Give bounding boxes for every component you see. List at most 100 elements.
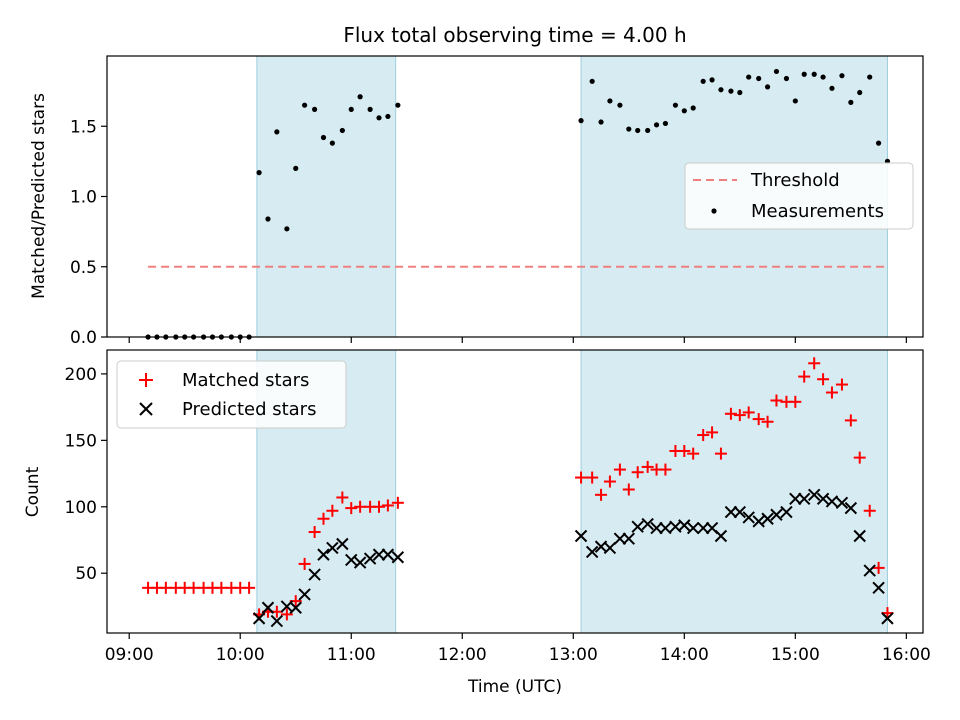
predicted-star-point xyxy=(317,548,330,561)
matched-star-point xyxy=(742,406,755,419)
top-legend: Threshold Measurements xyxy=(684,162,914,230)
matched-star-point xyxy=(575,471,588,484)
predicted-star-point xyxy=(336,537,349,551)
measurement-point xyxy=(385,113,391,120)
matched-star-point xyxy=(853,451,866,464)
matched-star-point xyxy=(613,463,626,476)
predicted-star-point xyxy=(252,612,266,625)
predicted-star-point xyxy=(844,501,858,515)
measurement-point xyxy=(737,89,743,96)
predicted-star-point xyxy=(714,529,728,543)
matched-star-point xyxy=(298,557,311,570)
chart-title: Flux total observing time = 4.00 h xyxy=(343,23,686,47)
measurement-point xyxy=(320,134,327,141)
top-ytick-label: 0.5 xyxy=(70,258,97,278)
measurement-point xyxy=(274,129,280,135)
matched-star-point xyxy=(761,415,774,428)
threshold-legend-label: Threshold xyxy=(750,170,840,191)
matched-star-point xyxy=(724,407,737,420)
matched-star-point xyxy=(631,466,644,479)
predicted-star-point xyxy=(613,532,627,545)
predicted-star-point xyxy=(798,492,811,506)
predicted-star-point xyxy=(863,564,876,577)
measurement-point xyxy=(728,88,734,94)
bottom-y-ticks: 50 100 150 200 xyxy=(65,365,107,584)
matched-star-point xyxy=(808,357,821,370)
predicted-star-point xyxy=(574,529,588,543)
measurement-point xyxy=(339,127,345,134)
measurement-point xyxy=(293,165,299,171)
measurement-point xyxy=(700,78,706,84)
matched-star-point xyxy=(844,414,857,427)
measurement-point xyxy=(626,126,632,132)
matched-star-point xyxy=(641,460,654,473)
measurement-point xyxy=(875,140,882,146)
predicted-star-point xyxy=(585,545,599,559)
predicted-star-point xyxy=(807,488,821,502)
matched-star-point xyxy=(714,447,727,460)
measurement-point xyxy=(265,216,271,222)
predicted-star-point xyxy=(770,508,783,521)
bottom-ytick-label: 200 xyxy=(65,365,97,385)
matched-legend-label: Matched stars xyxy=(182,370,309,391)
matched-star-point xyxy=(603,475,616,488)
measurement-point xyxy=(395,102,401,108)
matched-star-point xyxy=(345,502,358,515)
matched-legend-swatch xyxy=(139,373,153,387)
top-ytick-label: 0.0 xyxy=(70,328,97,348)
bottom-axes-frame xyxy=(106,349,924,634)
predicted-star-point xyxy=(659,521,672,535)
predicted-star-point xyxy=(326,541,339,555)
measurement-point xyxy=(578,118,584,124)
bottom-shaded-intervals xyxy=(256,349,888,634)
bottom-legend-box xyxy=(116,360,347,429)
matched-star-point xyxy=(697,429,710,442)
predicted-star-point xyxy=(308,568,321,581)
measurement-point xyxy=(329,140,335,146)
predicted-star-point xyxy=(881,612,894,625)
matched-star-point xyxy=(280,608,293,621)
matched-star-point xyxy=(336,491,349,504)
matched-star-point xyxy=(752,413,765,426)
bottom-ytick-label: 50 xyxy=(75,564,97,584)
predicted-star-point xyxy=(853,529,866,543)
top-ytick-label: 1.5 xyxy=(70,117,97,137)
predicted-star-point xyxy=(372,548,386,561)
measurement-point xyxy=(681,108,687,114)
predicted-star-point xyxy=(686,521,700,535)
measurement-point xyxy=(256,170,262,176)
matched-star-point xyxy=(733,409,746,422)
predicted-star-point xyxy=(825,495,839,508)
predicted-star-point xyxy=(363,552,377,565)
measurement-point xyxy=(792,98,798,104)
xtick-label: 13:00 xyxy=(549,645,598,665)
measurement-point xyxy=(367,106,373,112)
predicted-star-point xyxy=(678,519,691,532)
bottom-x-ticks: 09:00 10:00 11:00 12:00 13:00 14:00 15:00 16:00 xyxy=(105,633,931,665)
predicted-stars-layer xyxy=(252,488,894,628)
measurement-point xyxy=(672,102,679,108)
measurement-point xyxy=(756,75,762,82)
measurement-point xyxy=(662,120,669,127)
measurements-layer xyxy=(145,68,891,340)
matched-star-point xyxy=(798,370,811,383)
bottom-ytick-label: 150 xyxy=(65,431,97,451)
measurement-point xyxy=(589,78,595,84)
measurement-point xyxy=(839,73,845,79)
predicted-star-point xyxy=(816,492,830,506)
xtick-label: 09:00 xyxy=(105,645,154,665)
top-panel: 0.0 0.5 1.0 1.5 Matched/Predicted stars Thr… xyxy=(29,55,924,348)
measurement-point xyxy=(617,102,623,108)
bottom-panel: 50 100 150 200 09:00 10:00 11:00 12:00 13:00 14:… xyxy=(23,349,931,697)
predicted-legend-swatch xyxy=(139,402,153,416)
top-y-axis-label: Matched/Predicted stars xyxy=(29,93,49,299)
matched-stars-layer xyxy=(142,357,894,621)
matched-star-point xyxy=(770,394,783,407)
matched-star-point xyxy=(317,512,330,525)
top-legend-box xyxy=(684,162,914,230)
matched-star-point xyxy=(825,386,838,399)
predicted-star-point xyxy=(752,515,765,528)
predicted-star-point xyxy=(724,505,738,519)
measurements-legend-swatch xyxy=(711,208,717,214)
x-axis-label: Time (UTC) xyxy=(467,677,562,697)
